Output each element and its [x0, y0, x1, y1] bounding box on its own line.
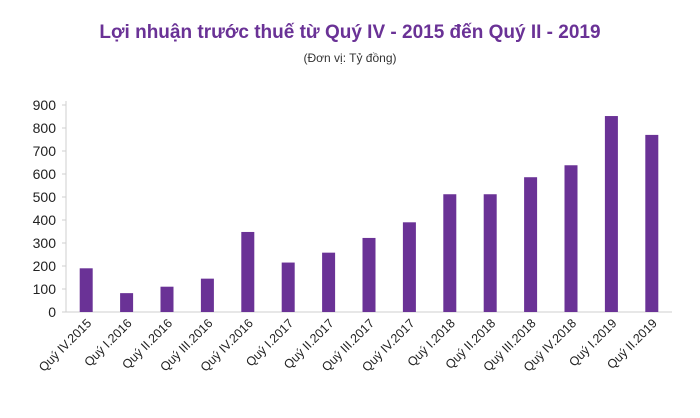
- y-tick-label: 200: [33, 258, 57, 274]
- bar: [160, 286, 174, 312]
- y-tick-label: 400: [33, 212, 57, 228]
- bar: [604, 116, 618, 312]
- bar: [120, 293, 134, 312]
- bar: [281, 262, 295, 312]
- bar: [564, 165, 578, 312]
- y-tick-label: 900: [33, 97, 57, 113]
- bar: [362, 237, 376, 312]
- y-tick-label: 500: [33, 189, 57, 205]
- chart-subtitle: (Đơn vị: Tỷ đồng): [303, 51, 397, 65]
- bar: [645, 134, 659, 312]
- chart-title: Lợi nhuận trước thuế từ Quý IV - 2015 đế…: [99, 22, 601, 43]
- x-tick-label: Quý IV.2015: [36, 316, 94, 374]
- y-tick-label: 700: [33, 143, 57, 159]
- y-tick-label: 300: [33, 235, 57, 251]
- bar: [200, 278, 214, 312]
- y-tick-label: 800: [33, 120, 57, 136]
- bar: [241, 231, 255, 312]
- bar: [443, 194, 457, 312]
- bar: [322, 252, 336, 312]
- bar: [79, 268, 93, 312]
- y-tick-label: 0: [48, 304, 56, 320]
- bar: [402, 222, 416, 312]
- y-tick-label: 100: [33, 281, 57, 297]
- bar: [524, 177, 538, 312]
- y-tick-label: 600: [33, 166, 57, 182]
- bar: [483, 194, 497, 312]
